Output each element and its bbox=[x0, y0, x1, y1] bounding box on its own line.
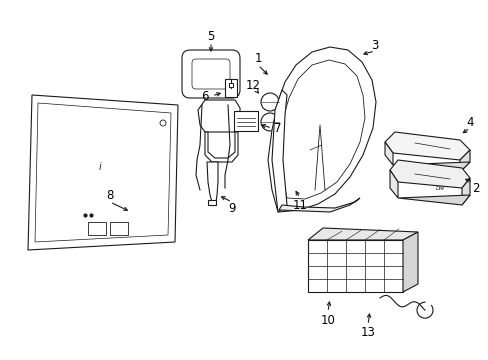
Polygon shape bbox=[271, 90, 286, 212]
Polygon shape bbox=[207, 200, 216, 205]
Polygon shape bbox=[279, 198, 359, 212]
Polygon shape bbox=[402, 232, 417, 292]
Polygon shape bbox=[389, 160, 469, 188]
Polygon shape bbox=[384, 142, 392, 165]
Text: 2: 2 bbox=[471, 181, 479, 194]
Polygon shape bbox=[397, 195, 469, 205]
Text: 7: 7 bbox=[274, 122, 281, 135]
Polygon shape bbox=[392, 162, 469, 172]
Text: 11: 11 bbox=[292, 198, 307, 212]
Text: 4: 4 bbox=[465, 116, 473, 129]
Circle shape bbox=[261, 113, 279, 131]
Polygon shape bbox=[307, 228, 417, 240]
Text: 5: 5 bbox=[207, 30, 214, 42]
Text: 1: 1 bbox=[254, 51, 261, 64]
Polygon shape bbox=[384, 132, 469, 160]
Polygon shape bbox=[198, 100, 240, 132]
Text: 13: 13 bbox=[360, 325, 375, 338]
Polygon shape bbox=[267, 47, 375, 212]
FancyBboxPatch shape bbox=[88, 222, 106, 235]
Polygon shape bbox=[28, 95, 178, 250]
Circle shape bbox=[261, 93, 279, 111]
Polygon shape bbox=[206, 162, 218, 202]
FancyBboxPatch shape bbox=[224, 79, 237, 97]
Polygon shape bbox=[307, 240, 402, 292]
Polygon shape bbox=[461, 178, 469, 205]
FancyBboxPatch shape bbox=[182, 50, 240, 98]
Text: 12: 12 bbox=[245, 78, 260, 91]
Text: 9: 9 bbox=[228, 202, 235, 215]
Text: 8: 8 bbox=[106, 189, 113, 202]
Text: 6: 6 bbox=[201, 90, 208, 103]
Circle shape bbox=[160, 120, 165, 126]
FancyBboxPatch shape bbox=[234, 111, 258, 131]
Text: 3: 3 bbox=[370, 39, 378, 51]
Polygon shape bbox=[204, 132, 238, 162]
FancyBboxPatch shape bbox=[110, 222, 128, 235]
Polygon shape bbox=[35, 103, 171, 242]
Text: i: i bbox=[99, 162, 101, 172]
Polygon shape bbox=[459, 150, 469, 172]
Polygon shape bbox=[279, 60, 364, 199]
FancyBboxPatch shape bbox=[192, 59, 229, 89]
Text: Die: Die bbox=[434, 186, 444, 191]
Polygon shape bbox=[389, 170, 397, 198]
Text: 10: 10 bbox=[320, 314, 335, 327]
